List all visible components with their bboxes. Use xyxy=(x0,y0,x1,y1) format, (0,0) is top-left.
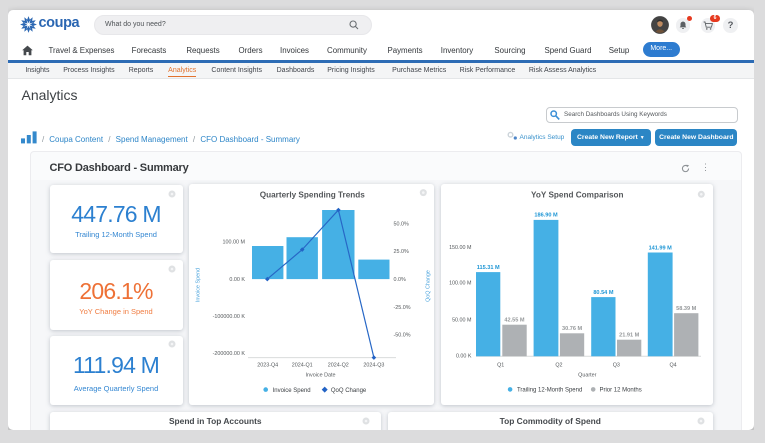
svg-text:30.76 M: 30.76 M xyxy=(562,326,583,332)
svg-text:58.39 M: 58.39 M xyxy=(676,306,697,312)
svg-text:QoQ Change: QoQ Change xyxy=(330,388,366,394)
svg-text:-25.0%: -25.0% xyxy=(393,305,410,311)
svg-text:Prior 12 Months: Prior 12 Months xyxy=(599,388,641,394)
svg-text:25.0%: 25.0% xyxy=(393,249,408,255)
svg-text:QoQ Change: QoQ Change xyxy=(425,270,431,302)
svg-text:0.00 K: 0.00 K xyxy=(229,277,245,283)
svg-text:0.00 K: 0.00 K xyxy=(456,354,472,360)
svg-text:50.00 M: 50.00 M xyxy=(452,317,472,323)
svg-text:Trailing 12-Month Spend: Trailing 12-Month Spend xyxy=(517,388,582,394)
svg-text:Q1: Q1 xyxy=(497,362,504,368)
svg-text:Q3: Q3 xyxy=(612,362,619,368)
svg-text:Q4: Q4 xyxy=(669,362,676,368)
svg-text:2024-Q2: 2024-Q2 xyxy=(327,362,348,368)
svg-text:186.90 M: 186.90 M xyxy=(534,213,558,219)
svg-text:2023-Q4: 2023-Q4 xyxy=(257,362,278,368)
svg-text:Quarter: Quarter xyxy=(578,372,596,378)
svg-text:80.54 M: 80.54 M xyxy=(593,290,614,296)
svg-text:50.0%: 50.0% xyxy=(393,222,408,228)
svg-text:-100000.00 K: -100000.00 K xyxy=(212,314,245,320)
svg-text:100.00 M: 100.00 M xyxy=(222,239,245,245)
svg-text:Invoice Spend: Invoice Spend xyxy=(195,268,201,302)
svg-text:42.55 M: 42.55 M xyxy=(504,317,525,323)
svg-text:Invoice Date: Invoice Date xyxy=(305,373,335,379)
svg-text:21.91 M: 21.91 M xyxy=(619,332,640,338)
svg-text:YoY Spend Comparison: YoY Spend Comparison xyxy=(531,191,624,200)
svg-text:2024-Q3: 2024-Q3 xyxy=(363,362,384,368)
svg-text:2024-Q1: 2024-Q1 xyxy=(291,362,312,368)
svg-text:141.99 M: 141.99 M xyxy=(648,245,672,251)
svg-text:-50.0%: -50.0% xyxy=(393,333,410,339)
svg-text:0.0%: 0.0% xyxy=(393,277,405,283)
svg-text:-200000.00 K: -200000.00 K xyxy=(212,351,245,357)
svg-text:Quarterly Spending Trends: Quarterly Spending Trends xyxy=(259,191,365,200)
svg-text:115.31 M: 115.31 M xyxy=(476,265,499,271)
svg-text:Q2: Q2 xyxy=(555,362,562,368)
svg-text:100.00 M: 100.00 M xyxy=(449,281,472,287)
svg-text:150.00 M: 150.00 M xyxy=(449,245,472,251)
svg-text:Invoice Spend: Invoice Spend xyxy=(272,388,310,394)
